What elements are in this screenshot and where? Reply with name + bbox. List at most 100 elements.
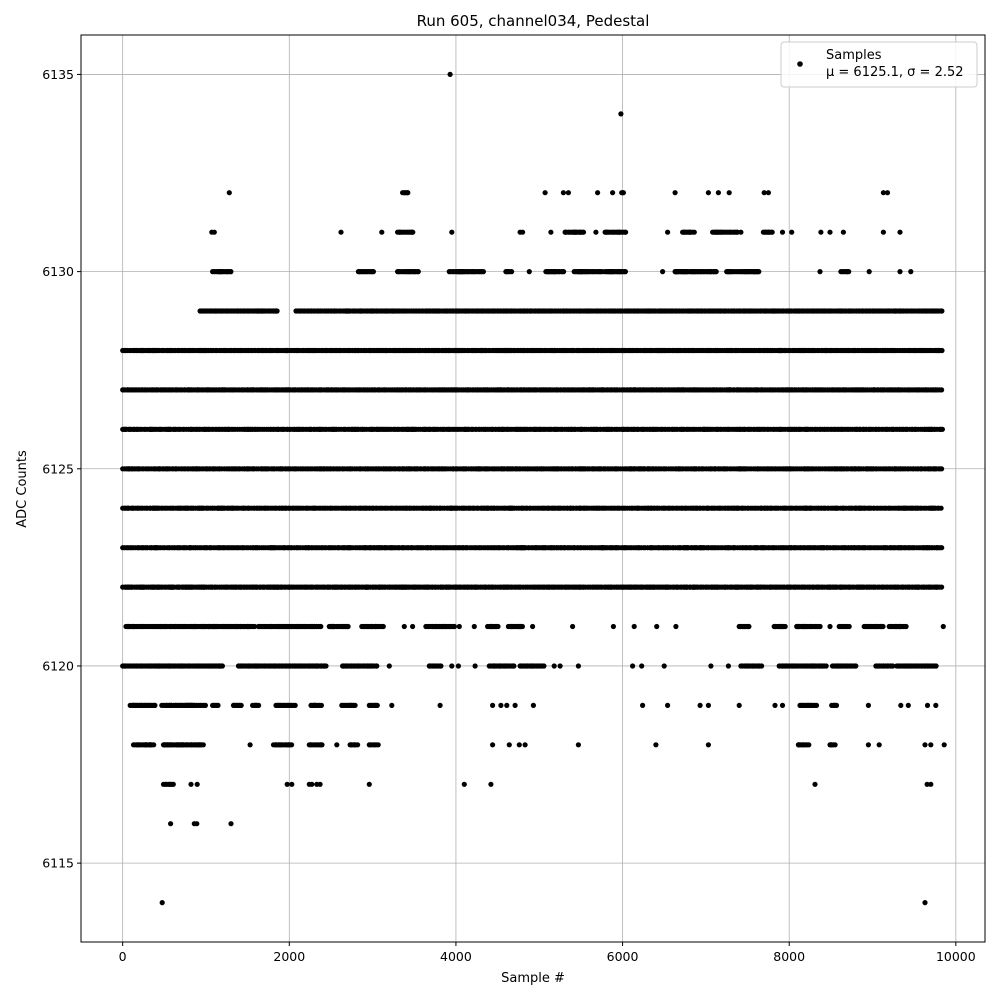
data-point [318, 623, 324, 630]
data-point [461, 781, 467, 787]
data-point [823, 663, 829, 669]
data-point [846, 623, 852, 630]
data-point [865, 742, 872, 748]
data-point [252, 623, 258, 630]
data-point [219, 663, 225, 669]
data-point [673, 623, 679, 630]
data-point [504, 702, 510, 709]
data-point [530, 702, 537, 709]
data-point [939, 466, 945, 472]
data-point [665, 702, 671, 709]
data-point [472, 663, 478, 669]
data-point [247, 742, 253, 748]
data-point [506, 742, 512, 748]
data-point [890, 663, 896, 669]
data-point [490, 702, 496, 709]
data-point [490, 742, 496, 748]
data-point [228, 821, 234, 827]
data-point [939, 545, 945, 551]
data-point [374, 702, 380, 709]
data-point [438, 663, 444, 669]
data-point [386, 663, 392, 669]
data-point [455, 663, 461, 669]
data-point [380, 623, 386, 630]
data-point [833, 702, 840, 709]
data-point [256, 702, 262, 709]
data-point [530, 623, 536, 630]
data-point [159, 900, 165, 906]
data-point [653, 742, 659, 748]
data-point [779, 702, 786, 709]
data-point [939, 387, 945, 393]
data-point [759, 663, 765, 669]
data-point [939, 426, 946, 432]
data-point [905, 702, 911, 709]
data-point [215, 702, 221, 709]
data-point [318, 702, 324, 709]
data-point [366, 781, 372, 787]
data-point [661, 663, 667, 669]
data-point [922, 742, 928, 748]
data-point [928, 781, 934, 787]
data-point [355, 742, 361, 748]
data-point [933, 663, 939, 669]
data-point [933, 702, 939, 709]
data-point [151, 742, 157, 748]
data-point [289, 742, 295, 748]
data-point [903, 623, 909, 630]
data-point [488, 781, 494, 787]
data-point [922, 900, 928, 906]
data-point [202, 702, 208, 709]
data-point [551, 663, 557, 669]
data-point [152, 702, 158, 709]
data-point [746, 623, 752, 630]
data-point [284, 781, 290, 787]
data-point [238, 702, 244, 709]
data-point [511, 663, 517, 669]
data-point [449, 663, 455, 669]
data-point [575, 663, 582, 669]
data-point [516, 742, 522, 748]
data-point [575, 742, 582, 748]
data-point [610, 623, 617, 630]
data-point [519, 623, 526, 630]
data-point [374, 663, 380, 669]
data-point [456, 623, 462, 630]
data-point [806, 742, 812, 748]
data-point [782, 623, 788, 630]
data-point [451, 623, 457, 630]
data-point [813, 702, 820, 709]
data-point [410, 623, 416, 630]
data-point [200, 742, 206, 748]
data-point [401, 623, 407, 630]
data-point [495, 623, 501, 630]
data-point [898, 702, 904, 709]
data-point [812, 781, 818, 787]
data-point [708, 663, 714, 669]
data-point [317, 781, 323, 787]
data-point [853, 663, 859, 669]
data-point [292, 702, 298, 709]
data-point [512, 702, 518, 709]
data-point [865, 702, 872, 709]
data-point [837, 663, 843, 669]
data-point [876, 742, 882, 748]
data-point [827, 623, 833, 630]
data-point [924, 781, 930, 787]
data-point [375, 742, 381, 748]
data-point [736, 702, 742, 709]
data-point [309, 781, 315, 787]
data-point [570, 623, 576, 630]
data-point [323, 663, 329, 669]
data-point [557, 663, 563, 669]
data-point [705, 742, 712, 748]
data-point [654, 623, 660, 630]
data-point [697, 702, 703, 709]
data-point [725, 663, 732, 669]
data-point [928, 742, 934, 748]
data-point [772, 702, 778, 709]
data-point [437, 702, 443, 709]
data-point [168, 821, 174, 827]
data-point [940, 623, 946, 630]
